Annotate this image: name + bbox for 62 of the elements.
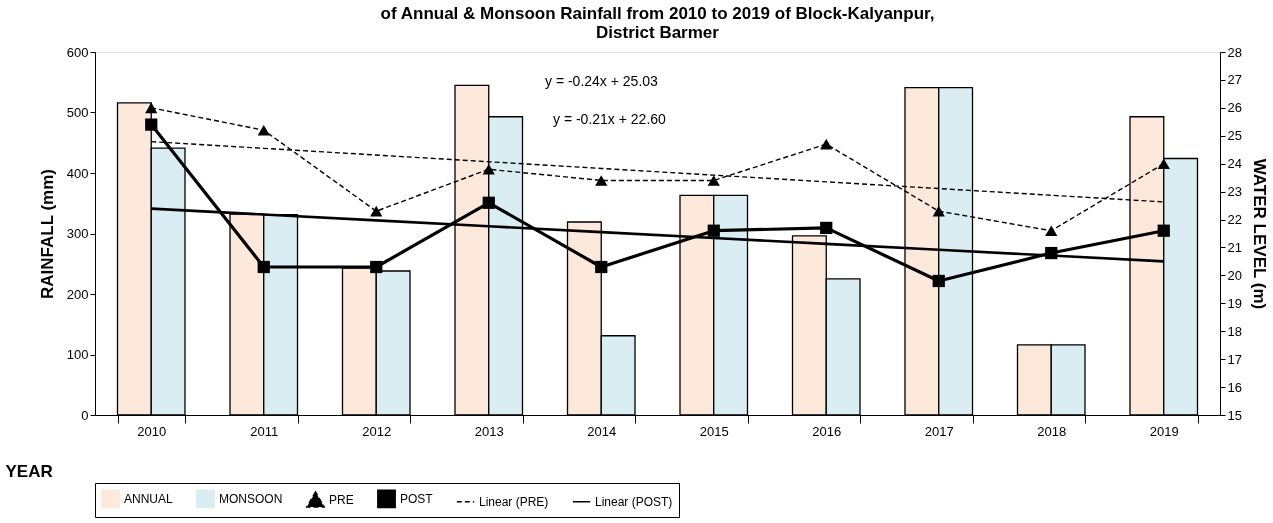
point xyxy=(1157,224,1170,237)
x-tick-label: 2014 xyxy=(587,423,617,439)
point xyxy=(707,224,720,237)
legend-label: ANNUAL xyxy=(124,491,174,506)
y2-tick-label: 15 xyxy=(1227,407,1242,423)
chart-title: of Annual & Monsoon Rainfall from 2010 to 2019 of Block-Kalyanpur, District Barmer xyxy=(380,4,935,42)
x-tick-label: 2013 xyxy=(474,423,504,439)
y-axis-title: RAINFALL (mm) xyxy=(37,168,57,300)
point xyxy=(145,118,158,131)
point xyxy=(820,138,833,150)
y2-tick-label: 24 xyxy=(1227,156,1242,172)
annotation: y = -0.24x + 25.03 xyxy=(545,73,659,89)
y2-tick-label: 16 xyxy=(1227,379,1242,395)
point xyxy=(257,260,270,274)
y2-tick-label: 22 xyxy=(1227,212,1242,228)
legend-label: Linear (POST) xyxy=(595,494,673,509)
point xyxy=(932,274,945,288)
y-tick-label: 200 xyxy=(66,286,89,302)
annotation: y = -0.21x + 22.60 xyxy=(553,111,667,127)
y2-tick-label: 25 xyxy=(1227,128,1242,144)
x-tick-label: 2011 xyxy=(250,423,279,439)
point xyxy=(595,175,608,186)
y2-tick-label: 21 xyxy=(1227,239,1242,255)
x-tick-label: 2012 xyxy=(362,423,392,439)
y2-tick-label: 18 xyxy=(1227,323,1242,339)
x-axis-title: YEAR xyxy=(5,461,53,481)
legend-label: MONSOON xyxy=(219,491,283,506)
x-tick-label: 2016 xyxy=(812,423,842,439)
y-tick-label: 400 xyxy=(66,165,89,181)
y-tick-label: 500 xyxy=(66,105,89,120)
point xyxy=(482,196,495,209)
y-tick-label: 0 xyxy=(81,407,89,423)
y2-tick-label: 23 xyxy=(1227,184,1242,200)
point xyxy=(482,163,495,175)
x-tick-label: 2018 xyxy=(1037,423,1067,439)
point xyxy=(145,102,158,114)
y-tick-label: 100 xyxy=(66,347,89,362)
y2-tick-label: 20 xyxy=(1227,267,1242,283)
legend-label: Linear (PRE) xyxy=(479,494,549,509)
point xyxy=(257,124,270,136)
y2-axis-title: WATER LEVEL (m) xyxy=(1249,158,1269,310)
y2-tick-label: 28 xyxy=(1227,44,1242,60)
point xyxy=(370,260,383,274)
x-tick-label: 2010 xyxy=(137,423,167,439)
y2-tick-label: 17 xyxy=(1227,351,1242,367)
x-tick-label: 2015 xyxy=(699,423,729,439)
point xyxy=(370,205,383,217)
point xyxy=(595,260,608,274)
point xyxy=(1157,158,1170,169)
y2-tick-label: 26 xyxy=(1227,100,1242,116)
legend-label: POST xyxy=(400,491,434,506)
point xyxy=(932,205,945,217)
point xyxy=(820,221,833,235)
y2-tick-label: 27 xyxy=(1227,72,1242,88)
y2-tick-label: 19 xyxy=(1227,295,1242,311)
legend-label: PRE xyxy=(329,492,354,507)
point xyxy=(707,175,720,186)
y-tick-label: 300 xyxy=(66,226,89,241)
x-tick-label: 2019 xyxy=(1149,423,1179,439)
y-tick-label: 600 xyxy=(66,44,89,60)
x-tick-label: 2017 xyxy=(924,423,954,439)
point xyxy=(1045,225,1058,237)
